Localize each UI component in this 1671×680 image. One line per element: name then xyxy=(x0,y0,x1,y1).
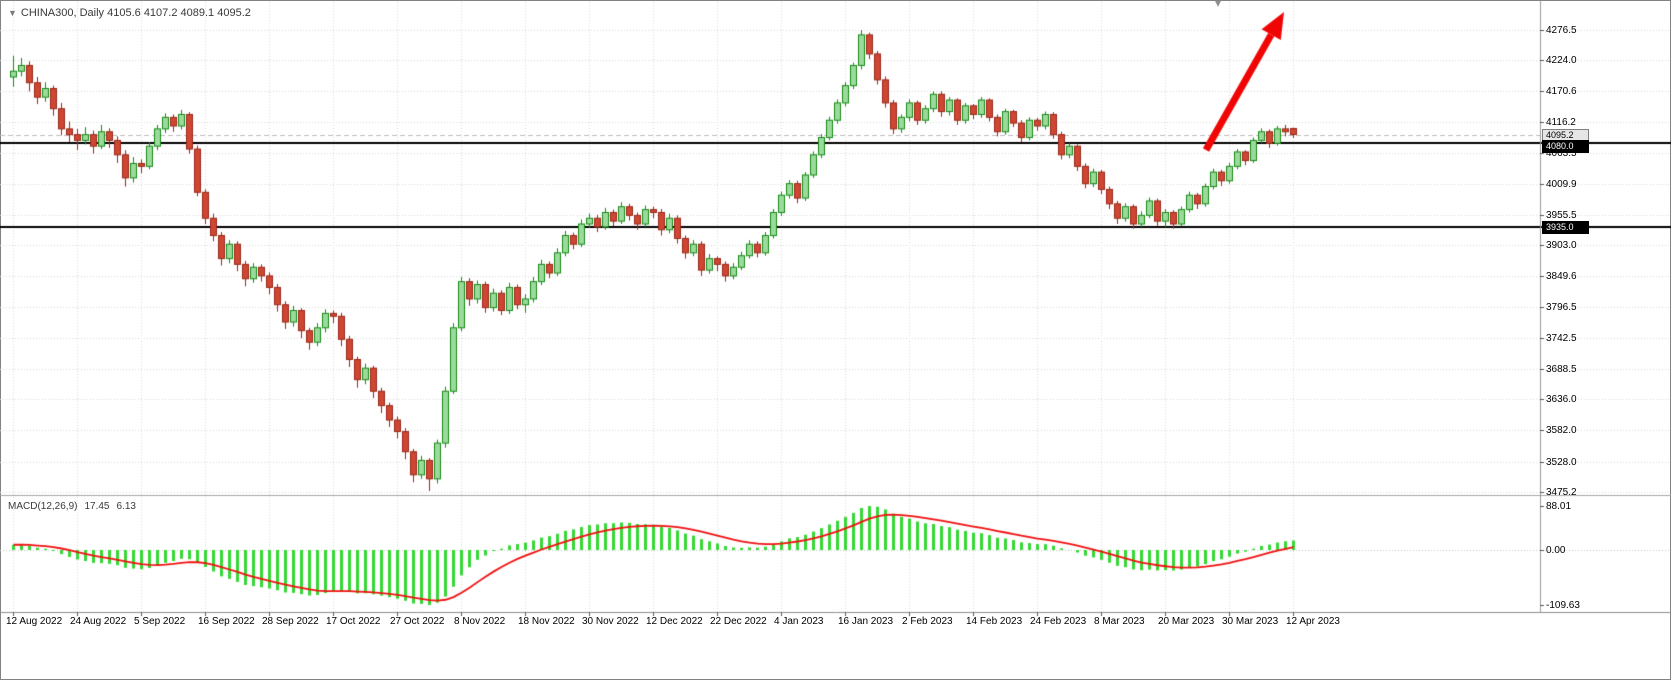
chart-dropdown-icon[interactable]: ▼ xyxy=(8,8,17,18)
shift-marker-icon[interactable]: ▾ xyxy=(1215,0,1222,10)
macd-main-value: 17.45 xyxy=(84,501,110,512)
symbol-ohlc-text: CHINA300, Daily 4105.6 4107.2 4089.1 409… xyxy=(20,7,251,19)
symbol-ohlc-label: ▼ CHINA300, Daily 4105.6 4107.2 4089.1 40… xyxy=(8,7,251,19)
macd-signal-value: 6.13 xyxy=(116,501,136,512)
macd-name: MACD(12,26,9) xyxy=(8,501,78,512)
macd-indicator-label: MACD(12,26,9) 17.45 6.13 xyxy=(8,501,143,512)
